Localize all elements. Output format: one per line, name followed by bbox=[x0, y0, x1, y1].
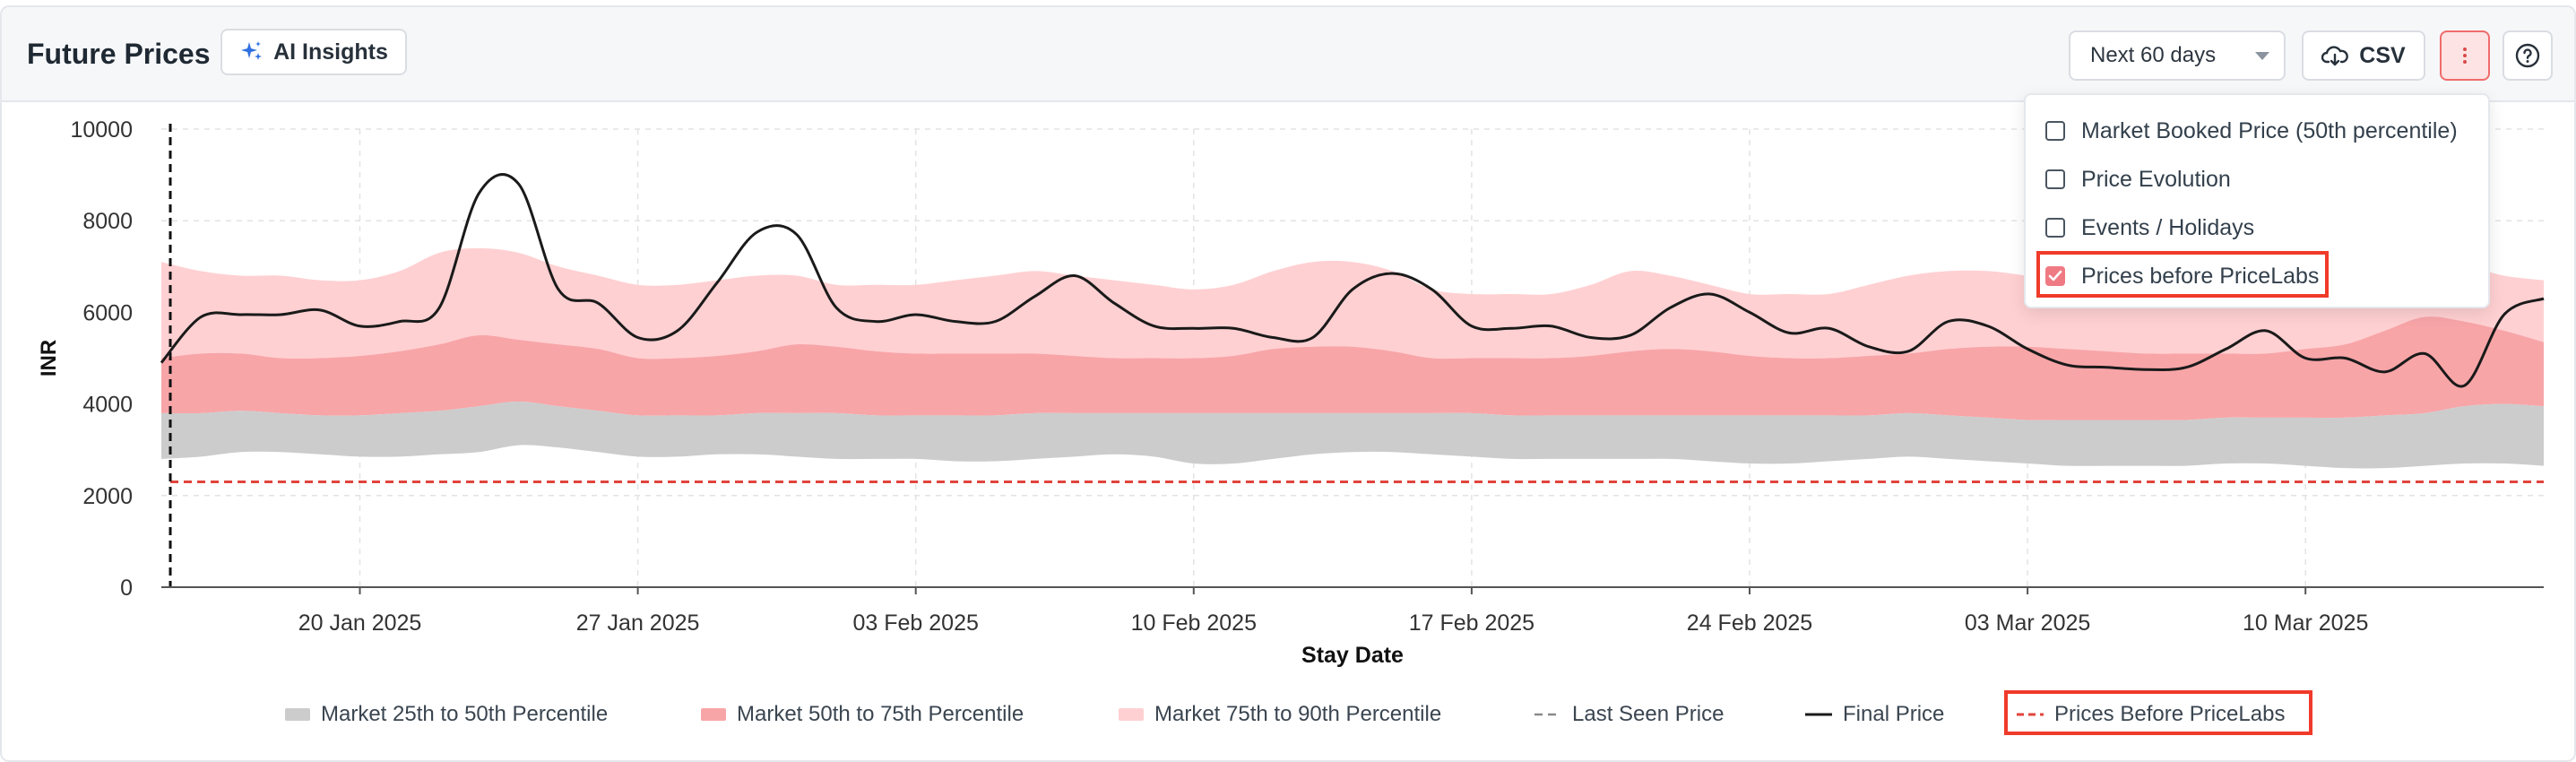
x-axis-title: Stay Date bbox=[1301, 643, 1404, 668]
legend-label: Prices Before PriceLabs bbox=[2054, 702, 2286, 726]
page-title: Future Prices bbox=[27, 38, 211, 70]
x-tick-label: 17 Feb 2025 bbox=[1409, 610, 1534, 636]
menu-item-label: Market Booked Price (50th percentile) bbox=[2081, 117, 2458, 143]
csv-download-button[interactable]: CSV bbox=[2302, 30, 2425, 81]
card-header: Future Prices AI Insights Next 60 days C… bbox=[2, 7, 2574, 102]
x-tick-label: 03 Feb 2025 bbox=[852, 610, 978, 636]
legend-item-p50-75[interactable]: Market 50th to 75th Percentile bbox=[701, 692, 1024, 737]
checkbox-icon[interactable] bbox=[2045, 266, 2065, 286]
legend-swatch bbox=[285, 708, 310, 721]
legend-swatch bbox=[1534, 713, 1561, 716]
legend-label: Final Price bbox=[1843, 702, 1945, 726]
band-market-25-50 bbox=[161, 402, 2544, 469]
menu-item-label: Prices before PriceLabs bbox=[2081, 263, 2320, 289]
legend-label: Market 50th to 75th Percentile bbox=[737, 702, 1024, 726]
legend-swatch bbox=[1119, 708, 1144, 721]
legend-item-p75-90[interactable]: Market 75th to 90th Percentile bbox=[1119, 692, 1441, 737]
highlight-box-menu bbox=[2036, 251, 2329, 298]
checkbox-icon[interactable] bbox=[2045, 218, 2065, 238]
chart-options-menu: Market Booked Price (50th percentile) Pr… bbox=[2024, 93, 2490, 308]
final-price-line bbox=[160, 173, 2545, 388]
chart-legend: Market 25th to 50th Percentile Market 50… bbox=[0, 692, 2576, 737]
y-axis-title: INR bbox=[37, 340, 61, 377]
x-tick-label: 27 Jan 2025 bbox=[576, 610, 700, 636]
legend-swatch bbox=[1805, 713, 1832, 716]
menu-item-market-booked-price[interactable]: Market Booked Price (50th percentile) bbox=[2045, 113, 2458, 149]
legend-label: Market 75th to 90th Percentile bbox=[1154, 702, 1442, 726]
x-tick-label: 10 Mar 2025 bbox=[2243, 610, 2368, 636]
date-range-value: Next 60 days bbox=[2090, 43, 2217, 67]
legend-item-prices-before[interactable]: Prices Before PriceLabs bbox=[2017, 692, 2285, 737]
legend-label: Last Seen Price bbox=[1572, 702, 1725, 726]
csv-label: CSV bbox=[2359, 42, 2406, 68]
x-tick-label: 20 Jan 2025 bbox=[298, 610, 422, 636]
checkbox-icon[interactable] bbox=[2045, 169, 2065, 189]
cloud-download-icon bbox=[2321, 46, 2349, 66]
y-tick-label: 2000 bbox=[82, 484, 133, 509]
legend-swatch bbox=[2017, 713, 2044, 716]
legend-label: Market 25th to 50th Percentile bbox=[321, 702, 609, 726]
x-tick-label: 03 Mar 2025 bbox=[1965, 610, 2090, 636]
sparkle-icon bbox=[241, 41, 263, 60]
more-vertical-icon bbox=[2463, 48, 2467, 64]
band-market-75-90 bbox=[161, 247, 2544, 359]
menu-item-label: Events / Holidays bbox=[2081, 214, 2255, 240]
legend-swatch bbox=[701, 708, 726, 721]
menu-item-price-evolution[interactable]: Price Evolution bbox=[2045, 161, 2231, 197]
legend-item-p25-50[interactable]: Market 25th to 50th Percentile bbox=[285, 692, 608, 737]
legend-item-last-seen[interactable]: Last Seen Price bbox=[1534, 692, 1724, 737]
highlight-box-legend bbox=[2004, 690, 2312, 735]
menu-item-events-holidays[interactable]: Events / Holidays bbox=[2045, 210, 2254, 246]
x-tick-label: 24 Feb 2025 bbox=[1687, 610, 1812, 636]
y-tick-label: 10000 bbox=[70, 117, 133, 143]
date-range-select[interactable]: Next 60 days bbox=[2069, 30, 2286, 81]
legend-item-final-price[interactable]: Final Price bbox=[1805, 692, 1944, 737]
ai-insights-label: AI Insights bbox=[273, 39, 388, 65]
y-tick-label: 6000 bbox=[82, 300, 133, 325]
y-tick-label: 4000 bbox=[82, 393, 133, 418]
ai-insights-button[interactable]: AI Insights bbox=[220, 29, 407, 75]
check-icon bbox=[2048, 270, 2062, 281]
chevron-down-icon bbox=[2255, 52, 2269, 60]
help-circle-icon bbox=[2515, 43, 2540, 68]
menu-item-label: Price Evolution bbox=[2081, 166, 2231, 192]
more-options-button[interactable] bbox=[2440, 30, 2490, 81]
checkbox-icon[interactable] bbox=[2045, 121, 2065, 141]
help-button[interactable] bbox=[2503, 30, 2553, 81]
x-tick-label: 10 Feb 2025 bbox=[1131, 610, 1257, 636]
band-market-50-75 bbox=[161, 316, 2544, 420]
y-tick-label: 0 bbox=[120, 576, 133, 601]
menu-item-prices-before-pricelabs[interactable]: Prices before PriceLabs bbox=[2045, 258, 2319, 294]
y-tick-label: 8000 bbox=[82, 209, 133, 234]
